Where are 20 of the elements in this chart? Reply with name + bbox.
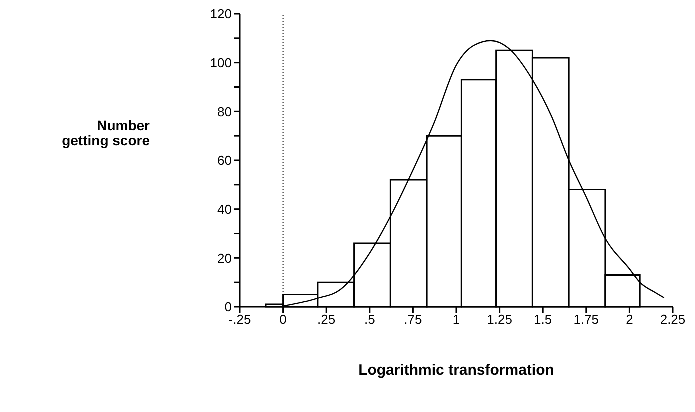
y-tick-label: 80: [218, 104, 232, 120]
x-axis-title: Logarithmic transformation: [358, 362, 556, 379]
y-axis-title: Number getting score: [62, 118, 151, 148]
x-tick-label: 1: [452, 312, 460, 328]
x-tick-label: 1.75: [574, 312, 600, 328]
y-tick-label: 40: [218, 202, 232, 217]
x-tick-label: .75: [404, 312, 422, 328]
x-tick-label: 1.25: [487, 312, 512, 328]
x-tick-label: -.25: [228, 312, 252, 328]
x-tick-label: 2: [626, 312, 634, 328]
x-tick-label: .5: [364, 312, 376, 328]
y-tick-label: 100: [210, 55, 232, 70]
y-tick-label: 0: [224, 300, 232, 315]
x-tick-label: .25: [318, 312, 336, 328]
y-tick-label: 120: [210, 6, 232, 22]
x-tick-label: 0: [280, 312, 287, 328]
x-tick-label: 2.25: [660, 312, 686, 328]
x-tick-label: 1.5: [534, 312, 552, 328]
y-tick-label: 20: [218, 250, 232, 266]
y-tick-label: 60: [218, 153, 232, 168]
